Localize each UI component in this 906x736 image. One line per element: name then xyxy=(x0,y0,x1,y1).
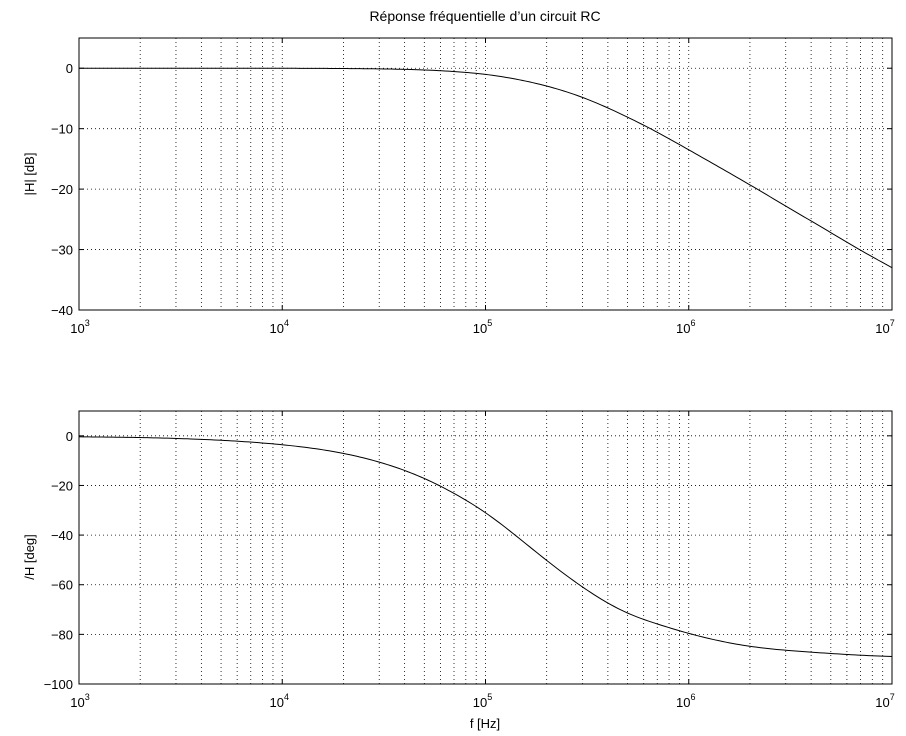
phase-xtick-exp: 6 xyxy=(690,692,695,702)
phase-ytick-label: −80 xyxy=(51,627,73,642)
phase-data-point xyxy=(785,649,787,651)
magnitude-ylabel: |H| [dB] xyxy=(22,153,37,196)
magnitude-data-point xyxy=(546,85,548,87)
magnitude-xtick-label: 105 xyxy=(473,318,492,336)
phase-data-point xyxy=(627,612,628,614)
phase-data-point xyxy=(860,654,861,656)
phase-data-point xyxy=(220,439,222,441)
magnitude-data-point xyxy=(343,68,344,69)
phase-ytick-label: 0 xyxy=(66,429,73,444)
magnitude-data-point xyxy=(582,97,583,98)
phase-data-point xyxy=(688,632,690,634)
phase-xtick-exp: 7 xyxy=(890,692,895,702)
phase-data-point xyxy=(749,645,751,647)
phase-data-point xyxy=(520,539,522,541)
magnitude-data-point xyxy=(520,79,522,81)
magnitude-data-point xyxy=(485,73,486,75)
magnitude-data-point xyxy=(281,67,283,69)
magnitude-data-point xyxy=(785,205,787,207)
magnitude-data-point xyxy=(656,131,658,133)
magnitude-xtick-exp: 5 xyxy=(487,318,492,328)
magnitude-xtick-base: 10 xyxy=(473,321,487,336)
magnitude-ytick-label: −10 xyxy=(51,122,73,137)
magnitude-xtick-base: 10 xyxy=(70,321,84,336)
phase-xtick-exp: 4 xyxy=(284,692,289,702)
phase-xtick-label: 105 xyxy=(473,692,492,710)
phase-xtick-base: 10 xyxy=(473,695,487,710)
magnitude-data-point xyxy=(378,68,380,70)
phase-xtick-base: 10 xyxy=(270,695,284,710)
magnitude-data-point xyxy=(139,67,141,69)
magnitude-ytick-label: −20 xyxy=(51,182,73,197)
phase-xtick-base: 10 xyxy=(70,695,84,710)
phase-ytick-label: −40 xyxy=(51,528,73,543)
magnitude-data-point xyxy=(891,267,893,269)
phase-xtick-label: 104 xyxy=(270,692,289,710)
magnitude-data-point xyxy=(78,67,80,69)
phase-ytick-label: −100 xyxy=(44,677,73,692)
phase-data-point xyxy=(343,453,344,454)
magnitude-data-point xyxy=(830,232,832,234)
phase-ytick-label: −20 xyxy=(51,478,73,493)
magnitude-xtick-label: 104 xyxy=(270,318,289,336)
phase-data-point xyxy=(281,444,283,446)
phase-ytick-label: −60 xyxy=(51,578,73,593)
phase-xtick-label: 107 xyxy=(875,692,894,710)
magnitude-ytick-label: 0 xyxy=(66,61,73,76)
phase-data-point xyxy=(453,492,455,494)
phase-data-point xyxy=(378,461,380,463)
magnitude-xtick-base: 10 xyxy=(875,321,889,336)
magnitude-data-point xyxy=(423,69,425,71)
phase-data-point xyxy=(485,512,486,514)
chart-title: Réponse fréquentielle d’un circuit RC xyxy=(369,8,600,24)
magnitude-xtick-label: 103 xyxy=(70,318,89,336)
phase-data-point xyxy=(891,656,893,657)
magnitude-ytick-label: −40 xyxy=(51,303,73,318)
phase-xtick-base: 10 xyxy=(676,695,690,710)
magnitude-data-point xyxy=(749,184,751,186)
magnitude-xtick-base: 10 xyxy=(270,321,284,336)
magnitude-data-point xyxy=(453,71,455,72)
phase-data-point xyxy=(656,623,658,625)
phase-data-point xyxy=(546,560,548,561)
magnitude-xtick-label: 107 xyxy=(875,318,894,336)
phase-data-point xyxy=(423,478,425,479)
magnitude-data-point xyxy=(627,116,628,118)
magnitude-xtick-base: 10 xyxy=(676,321,690,336)
magnitude-data-point xyxy=(860,249,861,251)
magnitude-xtick-exp: 7 xyxy=(890,318,895,328)
phase-xtick-label: 103 xyxy=(70,692,89,710)
magnitude-ytick-label: −30 xyxy=(51,243,73,258)
magnitude-xtick-exp: 4 xyxy=(284,318,289,328)
phase-data-point xyxy=(830,653,832,654)
phase-xtick-base: 10 xyxy=(875,695,889,710)
magnitude-xtick-label: 106 xyxy=(676,318,695,336)
magnitude-data-point xyxy=(688,149,690,151)
phase-xtick-exp: 3 xyxy=(85,692,90,702)
magnitude-data-point xyxy=(220,67,222,69)
phase-xtick-label: 106 xyxy=(676,692,695,710)
phase-data-point xyxy=(139,437,141,438)
phase-data-point xyxy=(582,586,583,588)
phase-data-point xyxy=(78,436,80,438)
magnitude-xtick-exp: 3 xyxy=(85,318,90,328)
magnitude-xtick-exp: 6 xyxy=(690,318,695,328)
phase-xtick-exp: 5 xyxy=(487,692,492,702)
phase-ylabel: /H [deg] xyxy=(22,534,37,580)
phase-xlabel: f [Hz] xyxy=(470,716,500,731)
